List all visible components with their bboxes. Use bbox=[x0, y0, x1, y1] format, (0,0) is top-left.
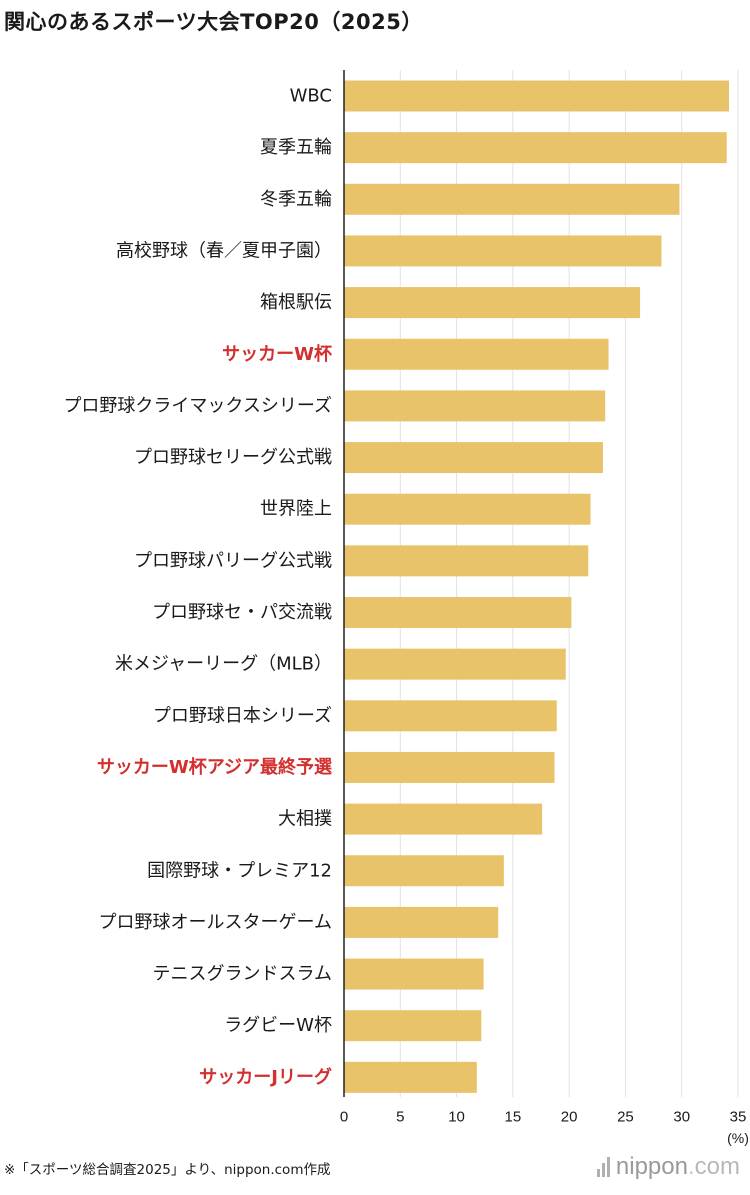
bar bbox=[344, 751, 555, 783]
category-label: プロ野球セリーグ公式戦 bbox=[134, 447, 332, 468]
category-label: プロ野球パリーグ公式戦 bbox=[134, 550, 332, 571]
category-label: WBC bbox=[290, 86, 332, 107]
category-label: 箱根駅伝 bbox=[260, 292, 332, 313]
category-label: ラグビーW杯 bbox=[224, 1015, 332, 1036]
category-label: プロ野球オールスターゲーム bbox=[99, 912, 332, 933]
x-tick-label: 25 bbox=[617, 1109, 634, 1126]
x-tick-label: 15 bbox=[505, 1109, 522, 1126]
bar bbox=[344, 338, 609, 370]
footnote: ※「スポーツ総合調査2025」より、nippon.com作成 bbox=[4, 1162, 331, 1178]
bar bbox=[344, 597, 572, 628]
bar bbox=[344, 1061, 477, 1093]
x-tick-label: 0 bbox=[340, 1109, 348, 1126]
logo-suffix: com bbox=[694, 1153, 740, 1180]
category-label: プロ野球日本シリーズ bbox=[153, 705, 332, 726]
bar bbox=[344, 1010, 482, 1042]
category-label: プロ野球クライマックスシリーズ bbox=[63, 395, 332, 416]
category-label-highlighted: サッカーJリーグ bbox=[199, 1066, 332, 1088]
chart-title: 関心のあるスポーツ大会TOP20（2025） bbox=[4, 10, 423, 34]
x-axis-unit-label: (%) bbox=[727, 1130, 749, 1146]
category-label: 国際野球・プレミア12 bbox=[147, 860, 332, 881]
bar bbox=[344, 287, 641, 319]
bar bbox=[344, 700, 557, 732]
x-tick-label: 30 bbox=[673, 1109, 690, 1126]
bar bbox=[344, 958, 484, 990]
category-label: プロ野球セ・パ交流戦 bbox=[152, 602, 332, 623]
bar bbox=[344, 803, 543, 835]
bar bbox=[344, 183, 680, 215]
category-label: 冬季五輪 bbox=[260, 189, 332, 210]
logo-bars-icon bbox=[596, 1157, 610, 1177]
bar bbox=[344, 390, 606, 422]
category-label-highlighted: サッカーW杯 bbox=[222, 343, 333, 365]
x-tick-label: 5 bbox=[396, 1109, 404, 1126]
bar bbox=[344, 132, 727, 164]
x-tick-label: 20 bbox=[561, 1109, 578, 1126]
bar bbox=[344, 648, 566, 680]
category-label: 大相撲 bbox=[278, 809, 332, 830]
bar bbox=[344, 442, 603, 474]
category-label: テニスグランドスラム bbox=[153, 964, 332, 985]
bar bbox=[344, 906, 499, 938]
x-tick-label: 10 bbox=[448, 1109, 465, 1126]
category-label: 高校野球（春／夏甲子園） bbox=[116, 240, 332, 261]
nippon-logo: nippon. com bbox=[596, 1153, 740, 1181]
category-label-highlighted: サッカーW杯アジア最終予選 bbox=[97, 756, 332, 778]
category-label: 米メジャーリーグ（MLB） bbox=[115, 654, 332, 675]
bar bbox=[344, 80, 729, 112]
bar bbox=[344, 235, 662, 267]
category-label: 夏季五輪 bbox=[260, 137, 332, 158]
bar bbox=[344, 545, 589, 577]
bar bbox=[344, 855, 504, 887]
logo-name: nippon bbox=[615, 1153, 688, 1180]
logo-dot: . bbox=[687, 1153, 695, 1180]
category-label: 世界陸上 bbox=[260, 499, 332, 520]
bar bbox=[344, 493, 591, 525]
x-tick-label: 35 bbox=[730, 1109, 747, 1126]
